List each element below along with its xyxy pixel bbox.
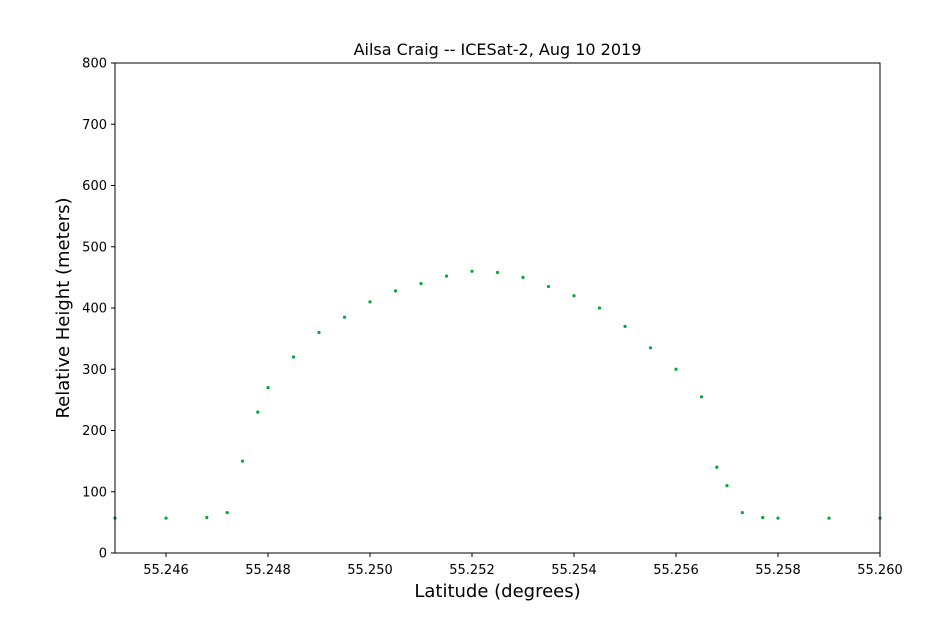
data-point [205, 515, 209, 520]
y-tick-label: 800 [82, 57, 107, 72]
x-tick-label: 55.256 [653, 563, 699, 578]
data-point [266, 386, 270, 390]
data-point [368, 300, 372, 304]
x-tick-label: 55.254 [551, 563, 597, 578]
data-point [740, 510, 744, 515]
y-tick-label: 300 [82, 363, 107, 378]
data-point [225, 510, 229, 515]
data-point [419, 281, 423, 286]
y-tick-label: 100 [82, 485, 107, 500]
data-point [240, 459, 245, 463]
data-point [725, 484, 729, 488]
data-point [623, 324, 627, 328]
data-point [761, 515, 765, 520]
data-point [597, 306, 602, 310]
data-point [776, 516, 780, 520]
data-point [648, 346, 653, 350]
y-tick-label: 700 [82, 118, 107, 133]
data-point [715, 465, 719, 469]
y-axis-ticks: 0 100 200 300 400 500 600 700 800 [82, 57, 115, 562]
data-point [674, 367, 678, 371]
y-tick-label: 400 [82, 302, 107, 317]
data-point [827, 516, 831, 520]
x-tick-label: 55.260 [857, 563, 903, 578]
y-axis-label: Relative Height (meters) [53, 197, 74, 418]
data-point [470, 269, 474, 273]
x-axis-ticks: 55.246 55.248 55.250 55.252 55.254 55.256 55.2… [143, 553, 903, 578]
x-tick-label: 55.248 [245, 563, 291, 578]
x-tick-label: 55.246 [143, 563, 189, 578]
data-point [572, 294, 576, 298]
y-tick-label: 0 [99, 547, 107, 562]
data-point [495, 270, 500, 275]
x-tick-label: 55.250 [347, 563, 393, 578]
data-point [699, 395, 704, 399]
data-point [521, 275, 525, 279]
data-point [164, 516, 168, 520]
chart-title: Ailsa Craig -- ICESat-2, Aug 10 2019 [354, 40, 642, 59]
plot-frame [114, 62, 881, 554]
y-tick-label: 200 [82, 424, 107, 439]
data-point [256, 410, 260, 414]
y-tick-label: 600 [82, 179, 107, 194]
points-layer [113, 269, 882, 520]
y-tick-label: 500 [82, 240, 107, 255]
data-point [393, 289, 398, 293]
data-point [546, 284, 551, 289]
data-point [317, 330, 321, 335]
x-axis-label: Latitude (degrees) [414, 581, 580, 602]
x-tick-label: 55.252 [449, 563, 495, 578]
data-point [444, 274, 449, 278]
data-point [291, 355, 296, 359]
data-point [342, 315, 347, 319]
x-tick-label: 55.258 [755, 563, 801, 578]
